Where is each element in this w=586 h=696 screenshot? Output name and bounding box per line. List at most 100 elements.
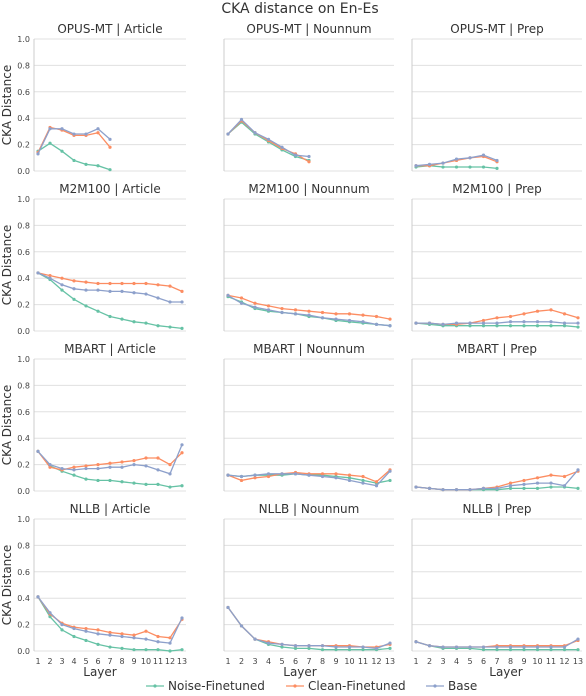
x-tick-label: 2 bbox=[427, 657, 432, 666]
data-point bbox=[120, 460, 124, 464]
data-point bbox=[334, 312, 338, 316]
data-point bbox=[495, 648, 499, 652]
data-point bbox=[108, 461, 112, 465]
data-point bbox=[535, 645, 540, 649]
data-point bbox=[320, 474, 325, 479]
data-point bbox=[168, 284, 172, 288]
data-point bbox=[266, 641, 271, 645]
data-point bbox=[481, 153, 486, 157]
data-point bbox=[108, 645, 112, 649]
data-point bbox=[108, 630, 112, 635]
data-point bbox=[293, 312, 298, 316]
data-point bbox=[522, 648, 526, 652]
data-point bbox=[253, 476, 257, 480]
data-point bbox=[522, 645, 526, 649]
data-point bbox=[48, 273, 52, 278]
x-tick-label: 2 bbox=[239, 657, 244, 666]
series-line bbox=[227, 607, 391, 651]
data-point bbox=[347, 478, 352, 483]
data-point bbox=[427, 644, 432, 648]
data-point bbox=[84, 464, 88, 468]
data-point bbox=[361, 648, 365, 652]
data-point bbox=[144, 321, 148, 325]
data-point bbox=[60, 628, 64, 632]
data-point bbox=[96, 478, 100, 483]
data-point bbox=[84, 626, 88, 631]
data-point bbox=[535, 324, 540, 328]
data-point bbox=[468, 156, 472, 160]
data-point bbox=[307, 154, 311, 159]
data-point bbox=[60, 283, 64, 287]
y-tick-label: 0.2 bbox=[17, 461, 30, 470]
x-tick-label: 4 bbox=[454, 657, 459, 666]
data-point bbox=[144, 482, 148, 486]
data-point bbox=[84, 162, 88, 166]
data-point bbox=[156, 482, 160, 486]
data-point bbox=[168, 463, 172, 467]
data-point bbox=[144, 281, 148, 286]
data-point bbox=[226, 473, 230, 477]
data-point bbox=[180, 484, 184, 488]
data-point bbox=[132, 648, 136, 652]
y-tick-label: 0.2 bbox=[17, 141, 30, 150]
x-tick-label: 6 bbox=[95, 657, 100, 666]
data-point bbox=[108, 478, 112, 483]
data-point bbox=[108, 145, 112, 149]
data-point bbox=[427, 162, 432, 166]
data-point bbox=[239, 624, 244, 628]
data-point bbox=[239, 296, 244, 300]
panel-4: M2M100 | Nounnum bbox=[223, 182, 394, 332]
data-point bbox=[468, 321, 472, 325]
data-point bbox=[334, 476, 338, 480]
data-point bbox=[253, 473, 257, 477]
data-point bbox=[361, 478, 365, 483]
data-point bbox=[144, 464, 148, 468]
data-point bbox=[414, 485, 418, 489]
data-point bbox=[414, 164, 418, 168]
series-line bbox=[37, 272, 183, 330]
panel-title: NLLB | Nounnum bbox=[259, 502, 360, 516]
data-point bbox=[96, 642, 100, 647]
data-point bbox=[180, 289, 184, 293]
y-tick-label: 0.0 bbox=[17, 327, 30, 336]
data-point bbox=[132, 459, 136, 463]
data-point bbox=[388, 469, 392, 473]
data-point bbox=[549, 308, 553, 312]
data-point bbox=[48, 276, 52, 280]
data-point bbox=[549, 485, 553, 489]
data-point bbox=[36, 595, 40, 599]
data-point bbox=[535, 486, 540, 490]
data-point bbox=[226, 293, 230, 297]
legend-item: Base bbox=[426, 679, 477, 693]
legend-label: Clean-Finetuned bbox=[308, 679, 406, 692]
data-point bbox=[132, 320, 136, 324]
data-point bbox=[549, 320, 553, 324]
x-tick-label: 3 bbox=[252, 657, 257, 666]
series-line bbox=[227, 607, 391, 650]
data-point bbox=[576, 316, 580, 320]
data-point bbox=[388, 641, 392, 645]
data-point bbox=[508, 645, 513, 649]
data-point bbox=[132, 636, 136, 640]
data-point bbox=[108, 281, 112, 286]
data-point bbox=[441, 645, 445, 649]
x-tick-label: 12 bbox=[371, 657, 381, 666]
data-point bbox=[307, 313, 311, 317]
data-point bbox=[535, 476, 540, 480]
data-point bbox=[454, 321, 459, 325]
data-point bbox=[180, 616, 184, 620]
series-line bbox=[37, 596, 183, 652]
y-tick-label: 1.0 bbox=[17, 355, 30, 364]
data-point bbox=[481, 486, 486, 490]
data-point bbox=[522, 478, 526, 483]
data-point bbox=[96, 466, 100, 471]
data-point bbox=[132, 463, 136, 467]
data-point bbox=[168, 485, 172, 489]
x-tick-label: 10 bbox=[344, 657, 354, 666]
panel-title: MBART | Nounnum bbox=[253, 342, 365, 356]
data-point bbox=[156, 640, 160, 644]
data-point bbox=[374, 484, 379, 488]
data-point bbox=[508, 484, 513, 488]
y-tick-label: 0.8 bbox=[17, 381, 30, 390]
data-point bbox=[108, 137, 112, 141]
